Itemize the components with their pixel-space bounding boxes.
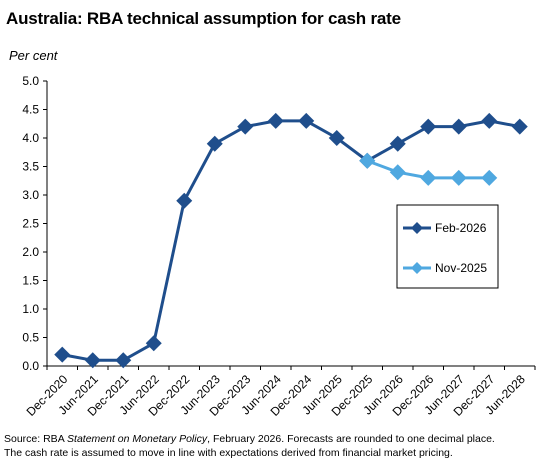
y-tick-label: 2.5 [22,217,39,231]
data-point-marker [450,169,467,186]
y-tick-label: 4.0 [22,131,39,145]
series-line [61,119,521,362]
data-point-marker [176,192,193,209]
y-tick-label: 3.0 [22,188,39,202]
y-tick-label: 4.5 [22,103,39,117]
y-tick-label: 0.0 [22,359,39,373]
data-point-marker [389,164,406,181]
legend-swatch-marker [411,222,423,234]
data-point-marker [481,169,498,186]
y-axis-unit-label: Per cent [9,48,58,63]
data-point-marker [420,118,437,135]
legend-swatch-marker [411,262,423,274]
data-point-marker [267,112,284,129]
y-tick-label: 3.5 [22,160,39,174]
source-line-2: The cash rate is assumed to move in line… [4,447,453,459]
line-chart: 0.00.51.01.52.02.53.03.54.04.55.0Dec-202… [22,74,536,419]
data-point-marker [115,352,132,369]
data-point-marker [481,112,498,129]
chart-legend: Feb-2026 Nov-2025 [396,204,499,289]
y-tick-label: 1.0 [22,302,39,316]
source-prefix: Source: RBA [4,433,68,445]
data-point-marker [511,118,528,135]
data-point-marker [145,335,162,352]
source-note: Source: RBA Statement on Monetary Policy… [4,432,544,460]
data-point-marker [206,135,223,152]
y-tick-label: 0.5 [22,331,39,345]
series-layer [54,112,528,369]
chart-title: Australia: RBA technical assumption for … [6,9,401,28]
series-nov-2025 [359,152,498,186]
y-tick-label: 5.0 [22,74,39,88]
series-feb-2026 [54,112,528,369]
legend-label: Nov-2025 [435,261,487,275]
legend-box [396,204,499,289]
y-tick-label: 2.0 [22,245,39,259]
data-point-marker [450,118,467,135]
data-point-marker [237,118,254,135]
legend-label: Feb-2026 [435,221,487,235]
source-publication: Statement on Monetary Policy [67,433,208,445]
source-suffix: , February 2026. Forecasts are rounded t… [207,433,495,445]
data-point-marker [84,352,101,369]
data-point-marker [389,135,406,152]
data-point-marker [298,112,315,129]
data-point-marker [54,346,71,363]
y-tick-label: 1.5 [22,274,39,288]
data-point-marker [328,130,345,146]
data-point-marker [420,169,437,186]
data-point-marker [359,152,376,169]
